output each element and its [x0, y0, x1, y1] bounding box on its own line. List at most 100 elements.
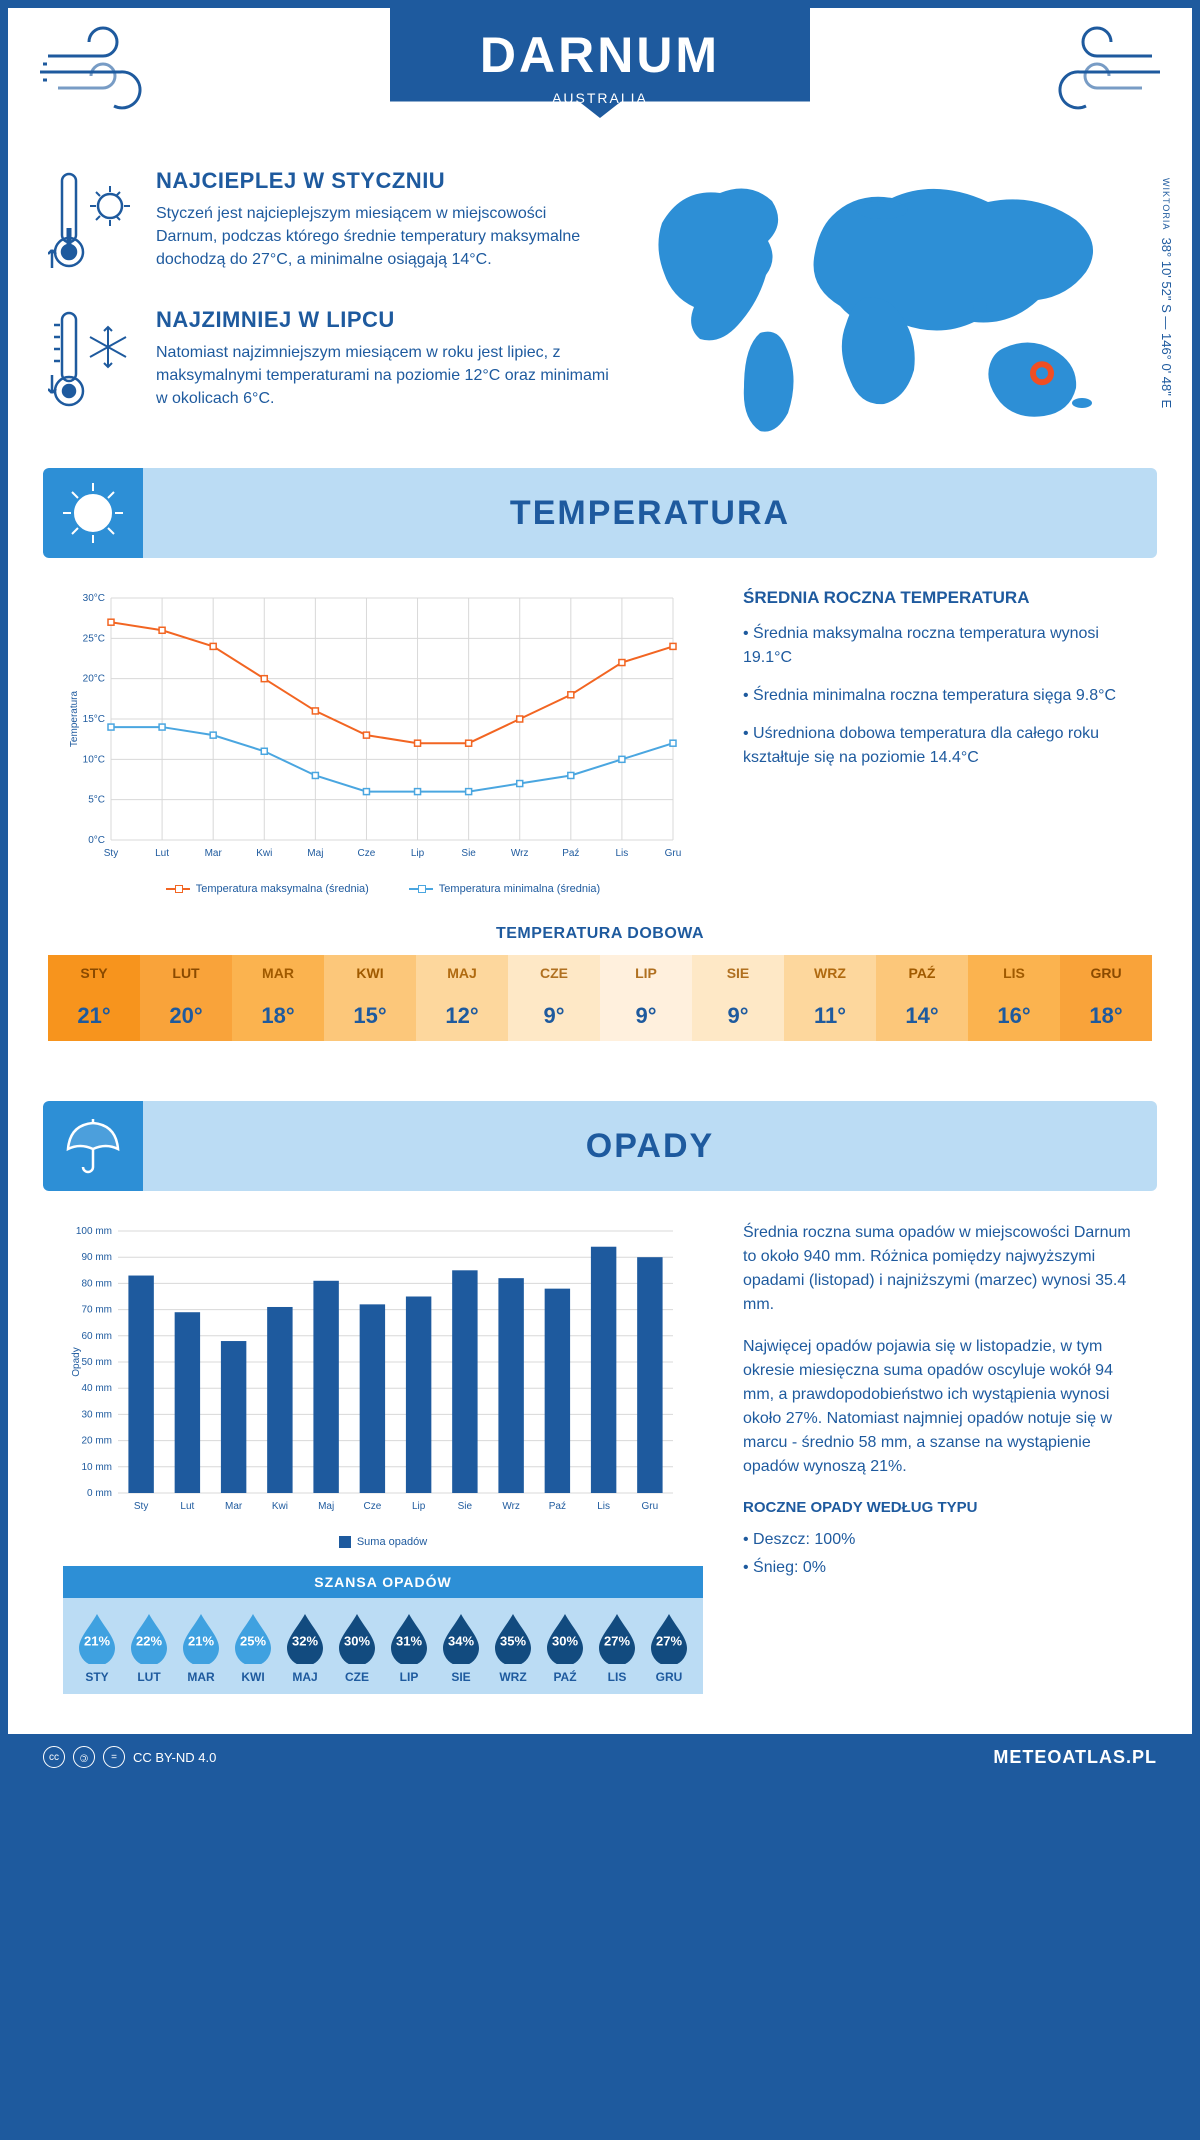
daily-temp-table: STY21°LUT20°MAR18°KWI15°MAJ12°CZE9°LIP9°… — [48, 955, 1152, 1041]
hot-title: NAJCIEPLEJ W STYCZNIU — [156, 168, 612, 194]
daily-cell: LUT20° — [140, 955, 232, 1041]
cold-fact: NAJZIMNIEJ W LIPCU Natomiast najzimniejs… — [48, 307, 612, 422]
svg-text:5°C: 5°C — [88, 795, 105, 806]
chance-cell: 31% LIP — [383, 1612, 435, 1684]
chart-legend: Temperatura maksymalna (średnia) Tempera… — [63, 883, 703, 895]
svg-text:10°C: 10°C — [83, 754, 105, 765]
svg-text:Kwi: Kwi — [256, 848, 272, 859]
city-title: DARNUM — [480, 26, 720, 84]
drop-icon: 22% — [127, 1612, 171, 1664]
svg-text:Paź: Paź — [562, 848, 579, 859]
daily-cell: SIE9° — [692, 955, 784, 1041]
daily-cell: WRZ11° — [784, 955, 876, 1041]
chance-cell: 27% GRU — [643, 1612, 695, 1684]
nd-icon: = — [103, 1746, 125, 1768]
daily-cell: CZE9° — [508, 955, 600, 1041]
drop-icon: 21% — [179, 1612, 223, 1664]
svg-text:30°C: 30°C — [83, 593, 105, 604]
footer: cc 🄯 = CC BY-ND 4.0 METEOATLAS.PL — [8, 1734, 1192, 1780]
svg-text:Temperatura: Temperatura — [69, 690, 80, 747]
section-title: OPADY — [143, 1127, 1157, 1166]
drop-icon: 30% — [543, 1612, 587, 1664]
svg-text:Kwi: Kwi — [272, 1501, 288, 1512]
daily-cell: MAJ12° — [416, 955, 508, 1041]
daily-temp-title: TEMPERATURA DOBOWA — [8, 925, 1192, 943]
svg-text:Cze: Cze — [363, 1501, 381, 1512]
svg-text:Maj: Maj — [318, 1501, 334, 1512]
precipitation-summary: Średnia roczna suma opadów w miejscowośc… — [743, 1221, 1137, 1694]
drop-icon: 27% — [595, 1612, 639, 1664]
sun-icon — [43, 468, 143, 558]
svg-text:10 mm: 10 mm — [81, 1462, 112, 1473]
svg-text:90 mm: 90 mm — [81, 1252, 112, 1263]
svg-text:Lut: Lut — [180, 1501, 194, 1512]
svg-text:Lis: Lis — [597, 1501, 610, 1512]
chance-cell: 25% KWI — [227, 1612, 279, 1684]
drop-icon: 32% — [283, 1612, 327, 1664]
svg-text:70 mm: 70 mm — [81, 1305, 112, 1316]
chance-cell: 27% LIS — [591, 1612, 643, 1684]
world-map: WIKTORIA 38° 10' 52" S — 146° 0' 48" E — [632, 168, 1152, 448]
umbrella-icon — [43, 1101, 143, 1191]
precipitation-heading: OPADY — [43, 1101, 1157, 1191]
temperature-summary: ŚREDNIA ROCZNA TEMPERATURA • Średnia mak… — [743, 588, 1137, 895]
country-sub: AUSTRALIA — [480, 90, 720, 106]
daily-cell: LIP9° — [600, 955, 692, 1041]
license: cc 🄯 = CC BY-ND 4.0 — [43, 1746, 216, 1768]
daily-cell: KWI15° — [324, 955, 416, 1041]
svg-text:Mar: Mar — [205, 848, 223, 859]
daily-cell: PAŹ14° — [876, 955, 968, 1041]
svg-text:Sty: Sty — [104, 848, 118, 859]
daily-cell: LIS16° — [968, 955, 1060, 1041]
chance-cell: 22% LUT — [123, 1612, 175, 1684]
drop-icon: 25% — [231, 1612, 275, 1664]
svg-text:Gru: Gru — [642, 1501, 659, 1512]
chart-legend: Suma opadów — [63, 1536, 703, 1548]
svg-text:20°C: 20°C — [83, 674, 105, 685]
coordinates: WIKTORIA 38° 10' 52" S — 146° 0' 48" E — [1159, 178, 1174, 408]
svg-text:Paź: Paź — [549, 1501, 566, 1512]
svg-text:Sie: Sie — [458, 1501, 473, 1512]
svg-text:25°C: 25°C — [83, 633, 105, 644]
svg-text:30 mm: 30 mm — [81, 1409, 112, 1420]
temperature-heading: TEMPERATURA — [43, 468, 1157, 558]
svg-text:Wrz: Wrz — [511, 848, 529, 859]
hot-text: Styczeń jest najcieplejszym miesiącem w … — [156, 202, 612, 272]
svg-text:0°C: 0°C — [88, 835, 105, 846]
svg-text:60 mm: 60 mm — [81, 1331, 112, 1342]
svg-text:Sie: Sie — [461, 848, 476, 859]
svg-text:0 mm: 0 mm — [87, 1488, 112, 1499]
daily-cell: GRU18° — [1060, 955, 1152, 1041]
chance-cell: 30% PAŹ — [539, 1612, 591, 1684]
drop-icon: 30% — [335, 1612, 379, 1664]
svg-text:20 mm: 20 mm — [81, 1436, 112, 1447]
precipitation-chance-table: SZANSA OPADÓW 21% STY 22% LUT 21% MAR 25… — [63, 1566, 703, 1694]
chance-cell: 34% SIE — [435, 1612, 487, 1684]
precipitation-bar-chart: 0 mm10 mm20 mm30 mm40 mm50 mm60 mm70 mm8… — [63, 1221, 703, 1548]
svg-text:Lut: Lut — [155, 848, 169, 859]
daily-cell: STY21° — [48, 955, 140, 1041]
svg-text:Gru: Gru — [665, 848, 682, 859]
drop-icon: 34% — [439, 1612, 483, 1664]
chance-cell: 21% STY — [71, 1612, 123, 1684]
cc-icon: cc — [43, 1746, 65, 1768]
svg-text:Lip: Lip — [411, 848, 425, 859]
chance-cell: 21% MAR — [175, 1612, 227, 1684]
temperature-line-chart: 0°C5°C10°C15°C20°C25°C30°CStyLutMarKwiMa… — [63, 588, 703, 895]
svg-text:40 mm: 40 mm — [81, 1383, 112, 1394]
chance-cell: 30% CZE — [331, 1612, 383, 1684]
svg-text:Opady: Opady — [71, 1347, 82, 1376]
svg-text:15°C: 15°C — [83, 714, 105, 725]
wind-icon — [1032, 26, 1162, 121]
by-icon: 🄯 — [73, 1746, 95, 1768]
brand: METEOATLAS.PL — [993, 1747, 1157, 1768]
thermometer-hot-icon — [48, 168, 138, 283]
svg-text:Lip: Lip — [412, 1501, 426, 1512]
header: DARNUM AUSTRALIA — [8, 8, 1192, 148]
svg-text:Sty: Sty — [134, 1501, 148, 1512]
title-banner: DARNUM AUSTRALIA — [390, 8, 810, 118]
svg-text:Wrz: Wrz — [502, 1501, 520, 1512]
chance-cell: 32% MAJ — [279, 1612, 331, 1684]
chance-cell: 35% WRZ — [487, 1612, 539, 1684]
svg-text:Lis: Lis — [616, 848, 629, 859]
